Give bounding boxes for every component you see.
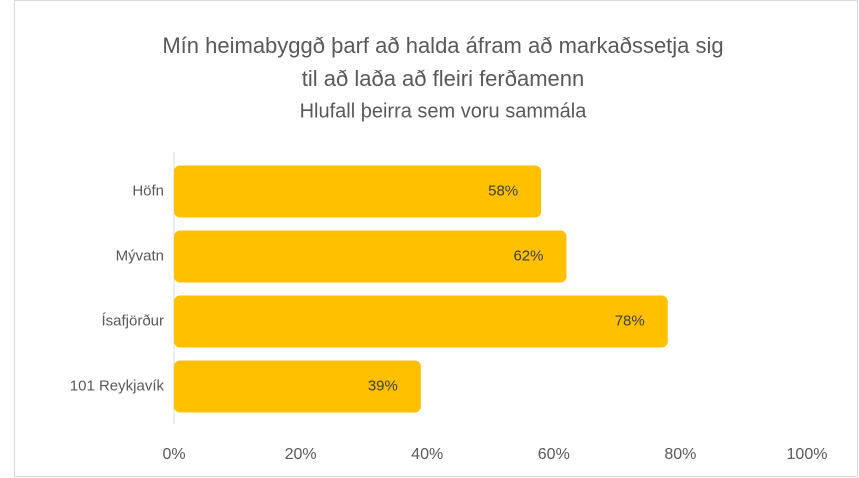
bar	[174, 295, 668, 348]
x-tick-label: 0%	[162, 446, 185, 463]
bar	[174, 360, 421, 413]
y-tick-label: 101 Reykjavík	[70, 377, 165, 394]
chart-title: Mín heimabyggð þarf að halda áfram að ma…	[162, 33, 723, 58]
x-tick-label: 100%	[787, 446, 828, 463]
x-tick-label: 20%	[285, 446, 317, 463]
x-tick-label: 40%	[411, 446, 443, 463]
y-tick-label: Höfn	[132, 182, 164, 199]
y-tick-label: Mývatn	[116, 247, 164, 264]
chart-subtitle: Hlufall þeirra sem voru sammála	[300, 100, 588, 122]
data-label: 58%	[488, 182, 518, 199]
data-label: 62%	[513, 247, 543, 264]
data-label: 78%	[615, 312, 645, 329]
x-tick-label: 60%	[538, 446, 570, 463]
x-tick-label: 80%	[664, 446, 696, 463]
bar	[174, 230, 567, 283]
data-label: 39%	[368, 377, 398, 394]
chart-title: til að laða að fleiri ferðamenn	[302, 66, 585, 91]
y-tick-label: Ísafjörður	[101, 312, 164, 329]
bar	[174, 165, 542, 218]
